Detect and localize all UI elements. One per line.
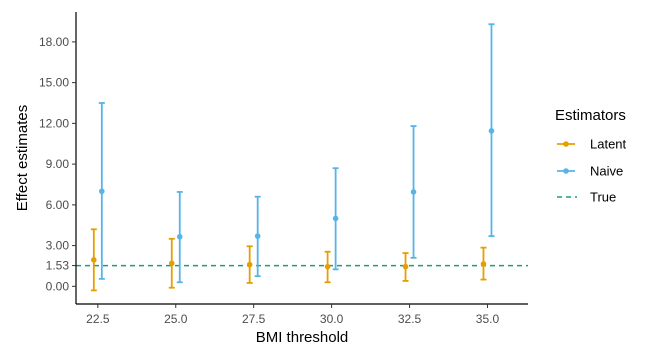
point-naive xyxy=(410,189,417,195)
point-naive xyxy=(254,233,261,239)
point-latent xyxy=(91,257,97,263)
y-tick-label: 18.00 xyxy=(39,35,69,49)
x-tick-label: 35.0 xyxy=(476,312,500,326)
legend-label-true: True xyxy=(590,190,616,205)
y-tick-label: 9.00 xyxy=(46,157,70,171)
y-tick-label: 15.00 xyxy=(39,76,69,90)
axes xyxy=(75,12,528,305)
point-latent xyxy=(246,261,253,268)
legend-entry-true: True xyxy=(557,190,616,205)
y-tick-label: 1.53 xyxy=(46,259,70,273)
point-latent xyxy=(402,263,409,270)
legend-entry-latent: Latent xyxy=(557,137,627,152)
point-naive xyxy=(176,233,183,240)
legend-label-naive: Naive xyxy=(590,164,623,179)
point-naive xyxy=(332,215,339,222)
point-latent xyxy=(324,263,331,270)
x-tick-label: 30.0 xyxy=(320,312,344,326)
point-latent xyxy=(168,260,175,267)
x-tick-label: 25.0 xyxy=(164,312,188,326)
y-tick-label: 3.00 xyxy=(46,239,70,253)
x-tick-label: 27.5 xyxy=(242,312,266,326)
y-tick-label: 6.00 xyxy=(46,198,70,212)
y-tick-label: 12.00 xyxy=(39,116,69,130)
point-naive xyxy=(488,128,495,134)
legend-key-naive-point xyxy=(563,168,569,174)
x-ticks: 22.5 25.0 27.5 30.0 32.5 35.0 xyxy=(86,304,499,326)
plot-area xyxy=(76,23,528,292)
y-tick-label: 0.00 xyxy=(46,279,70,293)
x-tick-label: 22.5 xyxy=(86,312,110,326)
legend: Estimators Latent Naive True xyxy=(555,107,627,205)
legend-title: Estimators xyxy=(555,107,626,124)
legend-key-latent-point xyxy=(563,141,569,147)
y-axis-title: Effect estimates xyxy=(14,105,31,211)
legend-entry-naive: Naive xyxy=(557,164,623,179)
y-ticks: 0.00 1.53 3.00 6.00 9.00 12.00 15.00 18.00 xyxy=(39,35,76,293)
x-tick-label: 32.5 xyxy=(398,312,422,326)
point-latent xyxy=(480,261,487,267)
legend-label-latent: Latent xyxy=(590,137,627,152)
point-naive xyxy=(99,188,105,195)
x-axis-title: BMI threshold xyxy=(256,329,349,346)
